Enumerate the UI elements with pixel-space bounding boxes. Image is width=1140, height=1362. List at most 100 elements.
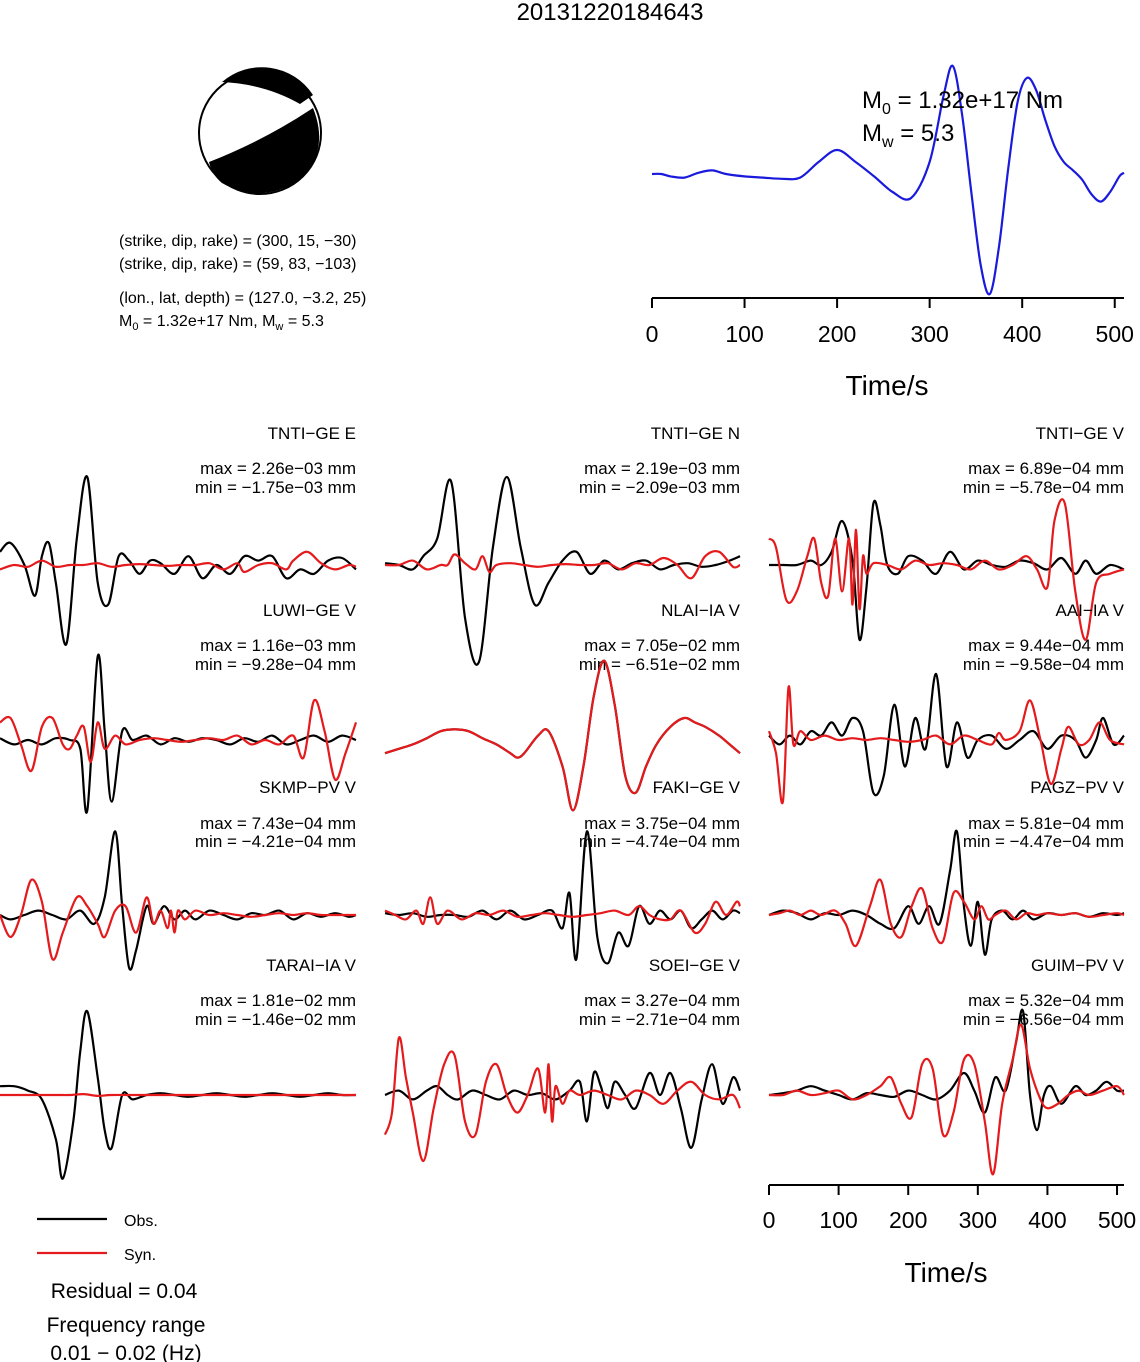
station-max: max = 2.19e−03 mm bbox=[584, 459, 740, 478]
station-name: TNTI−GE V bbox=[1036, 424, 1125, 443]
station-max: max = 2.26e−03 mm bbox=[200, 459, 356, 478]
stf-xlabel: Time/s bbox=[846, 370, 929, 401]
obs-waveform bbox=[384, 475, 741, 666]
station-min: min = −4.47e−04 mm bbox=[963, 832, 1124, 851]
stf-tick-label: 0 bbox=[646, 321, 659, 347]
station-max: max = 1.16e−03 mm bbox=[200, 636, 356, 655]
stf-m0-label: M0 = 1.32e+17 Nm bbox=[862, 87, 1063, 118]
station-max: max = 7.43e−04 mm bbox=[200, 814, 356, 833]
obs-waveform bbox=[0, 830, 357, 971]
wave-tick-label: 300 bbox=[959, 1207, 997, 1233]
station-name: AAI−IA V bbox=[1055, 601, 1124, 620]
wave-tick-label: 500 bbox=[1098, 1207, 1136, 1233]
syn-waveform bbox=[384, 550, 741, 580]
station-name: TNTI−GE N bbox=[651, 424, 740, 443]
station-max: max = 3.27e−04 mm bbox=[584, 991, 740, 1010]
station-name: SOEI−GE V bbox=[649, 956, 741, 975]
station-min: min = −1.75e−03 mm bbox=[195, 478, 356, 497]
station-min: min = −2.71e−04 mm bbox=[579, 1010, 740, 1029]
station-max: max = 6.89e−04 mm bbox=[968, 459, 1124, 478]
station-max: max = 5.32e−04 mm bbox=[968, 991, 1124, 1010]
source-moment: M0 = 1.32e+17 Nm, Mw = 5.3 bbox=[119, 313, 324, 333]
obs-waveform bbox=[768, 672, 1125, 797]
legend: Obs. Syn. bbox=[37, 1213, 158, 1264]
stf-mw-label: Mw = 5.3 bbox=[862, 120, 954, 151]
station-min: min = −9.28e−04 mm bbox=[195, 655, 356, 674]
beachball bbox=[198, 67, 322, 195]
wave-tick-label: 0 bbox=[763, 1207, 776, 1233]
station-name: PAGZ−PV V bbox=[1030, 778, 1124, 797]
station-max: max = 1.81e−02 mm bbox=[200, 991, 356, 1010]
source-plane1: (strike, dip, rake) = (300, 15, −30) bbox=[119, 233, 356, 250]
stf-tick-label: 400 bbox=[1003, 321, 1041, 347]
station-name: FAKI−GE V bbox=[653, 778, 741, 797]
obs-waveform bbox=[768, 1008, 1125, 1132]
station-name: NLAI−IA V bbox=[661, 601, 741, 620]
frequency-range-value: 0.01 − 0.02 (Hz) bbox=[50, 1342, 201, 1362]
station-max: max = 9.44e−04 mm bbox=[968, 636, 1124, 655]
station-min: min = −2.09e−03 mm bbox=[579, 478, 740, 497]
station-min: min = −4.21e−04 mm bbox=[195, 832, 356, 851]
wave-tick-label: 100 bbox=[819, 1207, 857, 1233]
syn-waveform bbox=[767, 685, 1125, 805]
station-name: GUIM−PV V bbox=[1031, 956, 1125, 975]
station-name: SKMP−PV V bbox=[259, 778, 357, 797]
station-min: min = −5.78e−04 mm bbox=[963, 478, 1124, 497]
station-max: max = 5.81e−04 mm bbox=[968, 814, 1124, 833]
syn-waveform bbox=[768, 1023, 1125, 1176]
syn-waveform bbox=[384, 896, 741, 935]
figure-title: 20131220184643 bbox=[517, 0, 704, 26]
source-location: (lon., lat, depth) = (127.0, −3.2, 25) bbox=[119, 290, 366, 307]
legend-syn-label: Syn. bbox=[124, 1247, 156, 1264]
obs-waveform bbox=[384, 830, 741, 965]
wave-tick-label: 200 bbox=[889, 1207, 927, 1233]
syn-waveform bbox=[0, 878, 356, 961]
obs-waveform bbox=[768, 499, 1125, 641]
stf-moment-rate-line bbox=[651, 64, 1125, 296]
obs-waveform bbox=[384, 1063, 742, 1149]
station-name: LUWI−GE V bbox=[263, 601, 357, 620]
waveform-xlabel: Time/s bbox=[905, 1257, 988, 1288]
stf-panel: M0 = 1.32e+17 Nm Mw = 5.3 0 100 200 300 400 5… bbox=[646, 64, 1134, 401]
beachball-compressional-upper bbox=[222, 67, 313, 104]
stf-tick-label: 300 bbox=[910, 321, 948, 347]
station-min: min = −1.46e−02 mm bbox=[195, 1010, 356, 1029]
syn-waveform bbox=[383, 1036, 742, 1163]
obs-waveform bbox=[0, 475, 357, 646]
station-name: TNTI−GE E bbox=[268, 424, 356, 443]
syn-waveform bbox=[0, 550, 357, 574]
station-min: min = −9.58e−04 mm bbox=[963, 655, 1124, 674]
station-min: min = −4.74e−04 mm bbox=[579, 832, 740, 851]
waveform-time-axis: 0 100 200 300 400 500 bbox=[763, 1184, 1136, 1233]
syn-waveform bbox=[768, 878, 1125, 948]
stf-tick-label: 100 bbox=[725, 321, 763, 347]
wave-tick-label: 400 bbox=[1028, 1207, 1066, 1233]
stf-time-axis: 0 100 200 300 400 500 bbox=[646, 297, 1134, 347]
beachball-compressional-lower bbox=[209, 108, 320, 194]
station-min: min = −6.56e−04 mm bbox=[963, 1010, 1124, 1029]
legend-obs-label: Obs. bbox=[124, 1213, 158, 1230]
station-max: max = 3.75e−04 mm bbox=[584, 814, 740, 833]
syn-waveform bbox=[0, 1092, 356, 1098]
frequency-range-label: Frequency range bbox=[47, 1314, 206, 1337]
syn-waveform bbox=[0, 698, 358, 782]
stf-tick-label: 200 bbox=[818, 321, 856, 347]
syn-waveform bbox=[384, 659, 741, 812]
station-min: min = −6.51e−02 mm bbox=[579, 655, 740, 674]
syn-waveform bbox=[768, 498, 1125, 641]
station-name: TARAI−IA V bbox=[266, 956, 357, 975]
